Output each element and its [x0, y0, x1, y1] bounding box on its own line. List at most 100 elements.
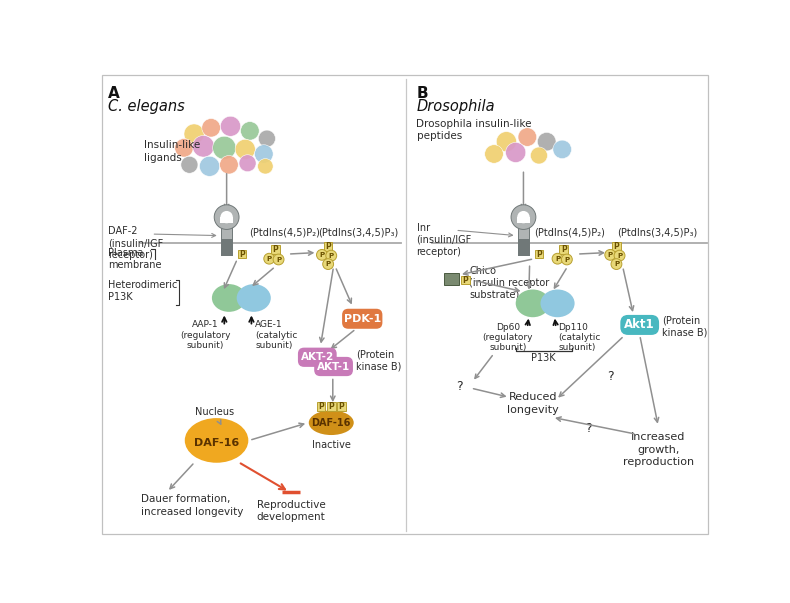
- Bar: [517, 217, 529, 223]
- FancyBboxPatch shape: [314, 357, 353, 376]
- Text: (PtdIns(3,4,5)P₃): (PtdIns(3,4,5)P₃): [617, 228, 697, 238]
- Text: P: P: [555, 256, 560, 262]
- Text: (PtdIns(4,5)P₂): (PtdIns(4,5)P₂): [250, 228, 320, 238]
- Text: P: P: [329, 253, 334, 259]
- Circle shape: [485, 145, 503, 163]
- Text: P: P: [267, 256, 272, 262]
- Text: Drosophila insulin-like
peptides: Drosophila insulin-like peptides: [416, 119, 532, 141]
- Circle shape: [273, 254, 284, 265]
- FancyBboxPatch shape: [342, 309, 382, 329]
- Text: P: P: [617, 253, 622, 259]
- FancyBboxPatch shape: [327, 402, 336, 411]
- Text: P: P: [239, 250, 245, 259]
- Circle shape: [264, 253, 275, 264]
- Text: P: P: [462, 276, 468, 285]
- Text: DAF-16: DAF-16: [194, 438, 239, 448]
- Text: Chico
(insulin receptor
substrate): Chico (insulin receptor substrate): [469, 267, 550, 300]
- Text: AAP-1
(regulatory
subunit): AAP-1 (regulatory subunit): [180, 320, 231, 350]
- Circle shape: [518, 128, 536, 147]
- Circle shape: [553, 140, 571, 159]
- Text: Reproductive
development: Reproductive development: [257, 500, 325, 522]
- Circle shape: [181, 156, 198, 173]
- FancyBboxPatch shape: [535, 250, 544, 258]
- Bar: [518, 239, 529, 255]
- Text: Heterodimeric
P13K: Heterodimeric P13K: [108, 280, 178, 302]
- Circle shape: [511, 205, 536, 229]
- Ellipse shape: [516, 289, 550, 317]
- Text: PDK-1: PDK-1: [344, 314, 381, 324]
- Text: Inr
(insulin/IGF
receptor): Inr (insulin/IGF receptor): [416, 223, 472, 256]
- Text: C. elegans: C. elegans: [108, 98, 185, 113]
- Circle shape: [239, 155, 256, 172]
- Circle shape: [220, 211, 233, 223]
- Text: DAF-16: DAF-16: [311, 418, 351, 428]
- Text: Dp60
(regulatory
subunit): Dp60 (regulatory subunit): [483, 323, 533, 352]
- Circle shape: [605, 250, 615, 260]
- Ellipse shape: [237, 284, 271, 312]
- Text: Drosophila: Drosophila: [416, 98, 495, 113]
- Circle shape: [220, 116, 241, 136]
- Text: DAF-2
(insulin/IGF
receptor): DAF-2 (insulin/IGF receptor): [108, 226, 164, 260]
- Circle shape: [213, 136, 236, 159]
- FancyBboxPatch shape: [317, 402, 325, 411]
- Text: P: P: [318, 402, 324, 411]
- FancyBboxPatch shape: [612, 242, 621, 251]
- Circle shape: [258, 159, 273, 174]
- FancyBboxPatch shape: [298, 348, 337, 367]
- Text: P: P: [319, 252, 325, 258]
- Circle shape: [184, 124, 204, 144]
- Text: ?: ?: [456, 380, 462, 393]
- Circle shape: [496, 131, 517, 152]
- Bar: [221, 239, 232, 255]
- Text: A: A: [108, 86, 120, 101]
- Ellipse shape: [540, 289, 574, 317]
- Circle shape: [325, 250, 337, 261]
- Circle shape: [241, 122, 259, 140]
- Text: B: B: [416, 86, 428, 101]
- Circle shape: [562, 254, 572, 265]
- Text: P: P: [608, 252, 613, 258]
- Bar: [444, 273, 459, 285]
- Circle shape: [220, 156, 239, 174]
- Text: Nucleus: Nucleus: [195, 407, 235, 417]
- Text: (PtdIns(4,5)P₂): (PtdIns(4,5)P₂): [535, 228, 605, 238]
- Circle shape: [323, 259, 333, 270]
- Circle shape: [175, 139, 194, 157]
- Circle shape: [537, 133, 556, 151]
- FancyBboxPatch shape: [337, 402, 345, 411]
- Text: P: P: [338, 402, 344, 411]
- Bar: [518, 224, 529, 255]
- Bar: [220, 217, 233, 223]
- Circle shape: [552, 253, 563, 264]
- Text: P: P: [325, 242, 331, 251]
- Circle shape: [193, 136, 214, 157]
- Circle shape: [614, 250, 625, 261]
- Text: AKT-2: AKT-2: [301, 352, 334, 362]
- Circle shape: [200, 156, 220, 176]
- Ellipse shape: [185, 418, 248, 463]
- FancyBboxPatch shape: [461, 276, 469, 285]
- Text: ?: ?: [585, 421, 592, 435]
- Text: Plasma
membrane: Plasma membrane: [108, 248, 161, 270]
- Text: AGE-1
(catalytic
subunit): AGE-1 (catalytic subunit): [255, 320, 298, 350]
- FancyBboxPatch shape: [238, 250, 246, 258]
- Text: Reduced
longevity: Reduced longevity: [507, 393, 559, 415]
- Text: AKT-1: AKT-1: [317, 362, 350, 371]
- Text: Dauer formation,
increased longevity: Dauer formation, increased longevity: [141, 494, 244, 517]
- Circle shape: [214, 205, 239, 229]
- Ellipse shape: [309, 411, 354, 435]
- Text: P: P: [273, 245, 278, 254]
- Text: P: P: [329, 402, 334, 411]
- Text: (Protein
kinase B): (Protein kinase B): [356, 349, 401, 371]
- Text: P13K: P13K: [532, 353, 556, 362]
- Circle shape: [258, 130, 276, 147]
- Circle shape: [254, 145, 273, 163]
- Text: Insulin-like
ligands: Insulin-like ligands: [144, 140, 200, 163]
- FancyBboxPatch shape: [620, 315, 659, 335]
- Text: P: P: [276, 257, 281, 263]
- Circle shape: [317, 250, 327, 260]
- Text: Dp110
(catalytic
subunit): Dp110 (catalytic subunit): [559, 323, 600, 352]
- Text: (Protein
kinase B): (Protein kinase B): [662, 315, 708, 338]
- FancyBboxPatch shape: [559, 245, 568, 254]
- FancyBboxPatch shape: [324, 242, 333, 251]
